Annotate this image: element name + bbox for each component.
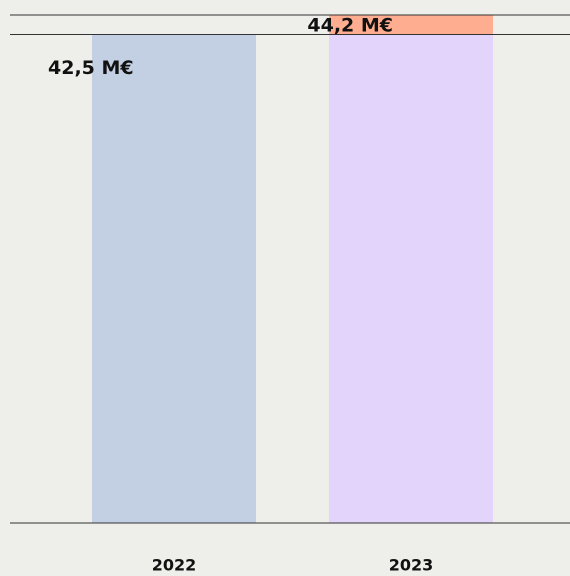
total-label: 42,5 M€ [48,57,134,79]
x-tick-label: 2023 [389,556,434,575]
bar-segment [92,34,256,524]
bar-segment [329,15,493,35]
total-label: 44,2 M€ [307,14,393,36]
x-tick-label: 2022 [152,556,197,575]
bar-segment [329,34,493,524]
